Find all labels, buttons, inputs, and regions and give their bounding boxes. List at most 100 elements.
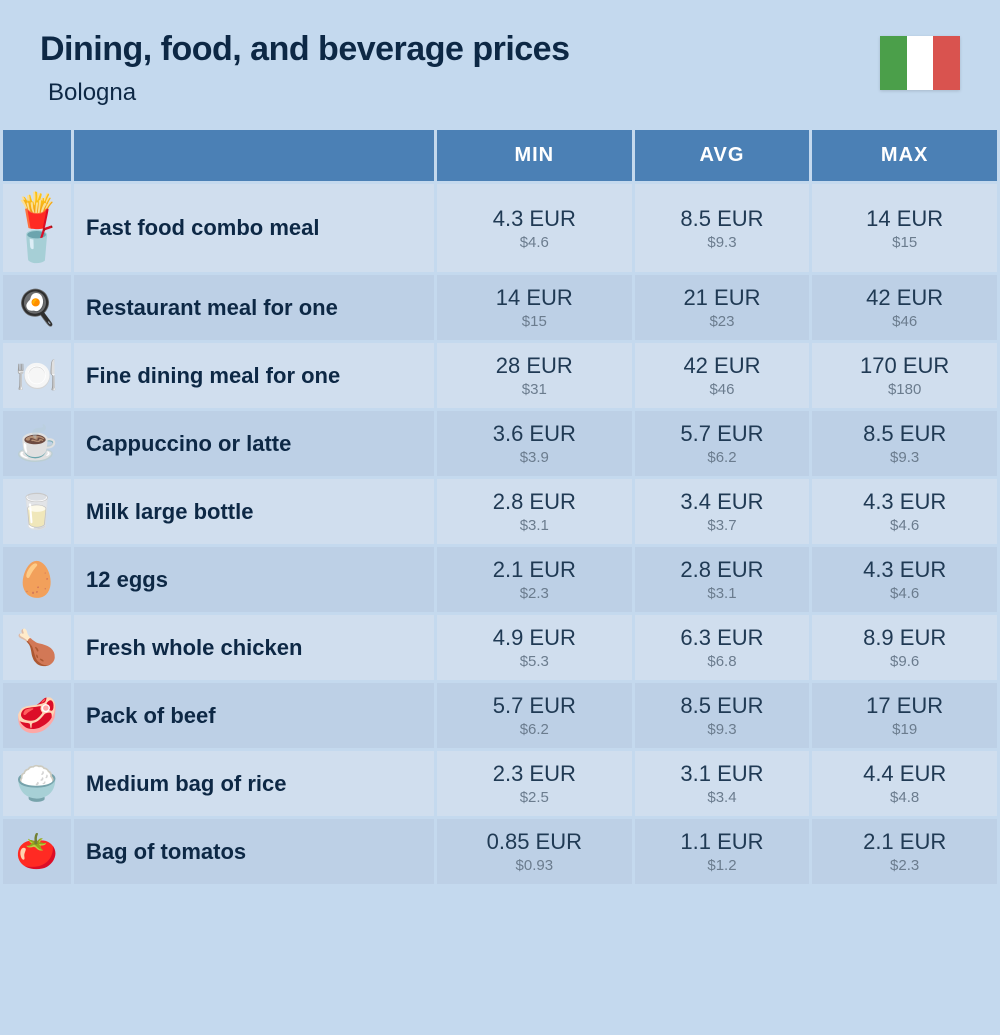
table-row: ☕Cappuccino or latte3.6 EUR$3.95.7 EUR$6… <box>3 411 997 476</box>
price-eur: 0.85 EUR <box>449 829 620 855</box>
item-name: Fine dining meal for one <box>74 343 434 408</box>
price-max: 42 EUR $46 <box>812 275 997 340</box>
price-usd: $23 <box>647 313 798 330</box>
table-row: 🍟🥤Fast food combo meal4.3 EUR$4.68.5 EUR… <box>3 184 997 272</box>
price-eur: 6.3 EUR <box>647 625 798 651</box>
item-icon: 🥛 <box>3 479 71 544</box>
price-usd: $3.9 <box>449 449 620 466</box>
price-avg: 5.7 EUR$6.2 <box>635 411 810 476</box>
price-usd: $2.3 <box>449 585 620 602</box>
price-eur: 4.9 EUR <box>449 625 620 651</box>
price-eur: 1.1 EUR <box>647 829 798 855</box>
item-icon: 🥩 <box>3 683 71 748</box>
price-max: 170 EUR $180 <box>812 343 997 408</box>
price-eur: 14 EUR <box>824 206 985 232</box>
price-eur: 8.5 EUR <box>824 421 985 447</box>
price-min: 2.3 EUR $2.5 <box>437 751 632 816</box>
item-name: Medium bag of rice <box>74 751 434 816</box>
price-usd: $15 <box>449 313 620 330</box>
location-subtitle: Bologna <box>48 79 570 107</box>
price-max: 17 EUR$19 <box>812 683 997 748</box>
item-icon: 🍽️ <box>3 343 71 408</box>
price-usd: $5.3 <box>449 653 620 670</box>
price-min: 4.9 EUR $5.3 <box>437 615 632 680</box>
price-eur: 5.7 EUR <box>449 693 620 719</box>
price-usd: $4.6 <box>824 585 985 602</box>
price-eur: 17 EUR <box>824 693 985 719</box>
flag-stripe-green <box>880 36 907 90</box>
price-eur: 8.5 EUR <box>647 206 798 232</box>
col-header-max: MAX <box>812 130 997 181</box>
price-max: 4.3 EUR $4.6 <box>812 479 997 544</box>
price-eur: 14 EUR <box>449 285 620 311</box>
col-header-icon <box>3 130 71 181</box>
price-eur: 170 EUR <box>824 353 985 379</box>
price-usd: $9.6 <box>824 653 985 670</box>
page-title: Dining, food, and beverage prices <box>40 30 570 69</box>
price-usd: $6.2 <box>449 721 620 738</box>
price-usd: $6.8 <box>647 653 798 670</box>
price-avg: 1.1 EUR$1.2 <box>635 819 810 884</box>
item-name: Fast food combo meal <box>74 184 434 272</box>
price-max: 2.1 EUR$2.3 <box>812 819 997 884</box>
price-usd: $4.8 <box>824 789 985 806</box>
price-usd: $2.5 <box>449 789 620 806</box>
price-eur: 3.4 EUR <box>647 489 798 515</box>
price-usd: $46 <box>647 381 798 398</box>
price-eur: 2.1 EUR <box>449 557 620 583</box>
price-avg: 8.5 EUR$9.3 <box>635 683 810 748</box>
price-avg: 21 EUR$23 <box>635 275 810 340</box>
price-usd: $9.3 <box>647 234 798 251</box>
item-icon: 🍳 <box>3 275 71 340</box>
price-eur: 2.3 EUR <box>449 761 620 787</box>
price-usd: $4.6 <box>824 517 985 534</box>
price-usd: $31 <box>449 381 620 398</box>
price-usd: $180 <box>824 381 985 398</box>
item-name: Pack of beef <box>74 683 434 748</box>
price-usd: $3.4 <box>647 789 798 806</box>
flag-stripe-white <box>907 36 934 90</box>
table-row: 🍚Medium bag of rice2.3 EUR$2.53.1 EUR$3.… <box>3 751 997 816</box>
price-usd: $2.3 <box>824 857 985 874</box>
header-text: Dining, food, and beverage prices Bologn… <box>40 30 570 107</box>
table-row: 🍅Bag of tomatos0.85 EUR$0.931.1 EUR$1.22… <box>3 819 997 884</box>
item-name: Restaurant meal for one <box>74 275 434 340</box>
price-max: 8.5 EUR$9.3 <box>812 411 997 476</box>
price-eur: 5.7 EUR <box>647 421 798 447</box>
price-usd: $9.3 <box>647 721 798 738</box>
price-usd: $3.1 <box>647 585 798 602</box>
price-eur: 4.3 EUR <box>824 489 985 515</box>
item-icon: 🍟🥤 <box>3 184 71 272</box>
price-usd: $3.7 <box>647 517 798 534</box>
price-eur: 2.8 EUR <box>449 489 620 515</box>
item-icon: ☕ <box>3 411 71 476</box>
table-row: 🍽️Fine dining meal for one 28 EUR $31 42 EU… <box>3 343 997 408</box>
price-max: 14 EUR$15 <box>812 184 997 272</box>
price-eur: 4.4 EUR <box>824 761 985 787</box>
item-icon: 🍅 <box>3 819 71 884</box>
price-avg: 42 EUR$46 <box>635 343 810 408</box>
item-name: Milk large bottle <box>74 479 434 544</box>
price-min: 2.8 EUR$3.1 <box>437 479 632 544</box>
table-row: 🍳Restaurant meal for one 14 EUR $15 21 EUR$… <box>3 275 997 340</box>
price-eur: 3.6 EUR <box>449 421 620 447</box>
price-eur: 2.8 EUR <box>647 557 798 583</box>
table-body: 🍟🥤Fast food combo meal 4.3 EUR $4.6 8.5 EUR… <box>3 184 997 884</box>
price-eur: 28 EUR <box>449 353 620 379</box>
price-min: 14 EUR $15 <box>437 275 632 340</box>
price-usd: $46 <box>824 313 985 330</box>
table-header: MIN AVG MAX <box>3 130 997 181</box>
item-name: 12 eggs <box>74 547 434 612</box>
table-row: 🥚12 eggs2.1 EUR$2.32.8 EUR$3.14.3 EUR$4.… <box>3 547 997 612</box>
price-eur: 3.1 EUR <box>647 761 798 787</box>
price-min: 2.1 EUR $2.3 <box>437 547 632 612</box>
price-avg: 3.1 EUR $3.4 <box>635 751 810 816</box>
item-icon: 🥚 <box>3 547 71 612</box>
price-min: 0.85 EUR$0.93 <box>437 819 632 884</box>
price-avg: 3.4 EUR $3.7 <box>635 479 810 544</box>
price-min: 4.3 EUR$4.6 <box>437 184 632 272</box>
price-eur: 42 EUR <box>824 285 985 311</box>
price-avg: 8.5 EUR $9.3 <box>635 184 810 272</box>
price-min: 28 EUR $31 <box>437 343 632 408</box>
col-header-avg: AVG <box>635 130 810 181</box>
